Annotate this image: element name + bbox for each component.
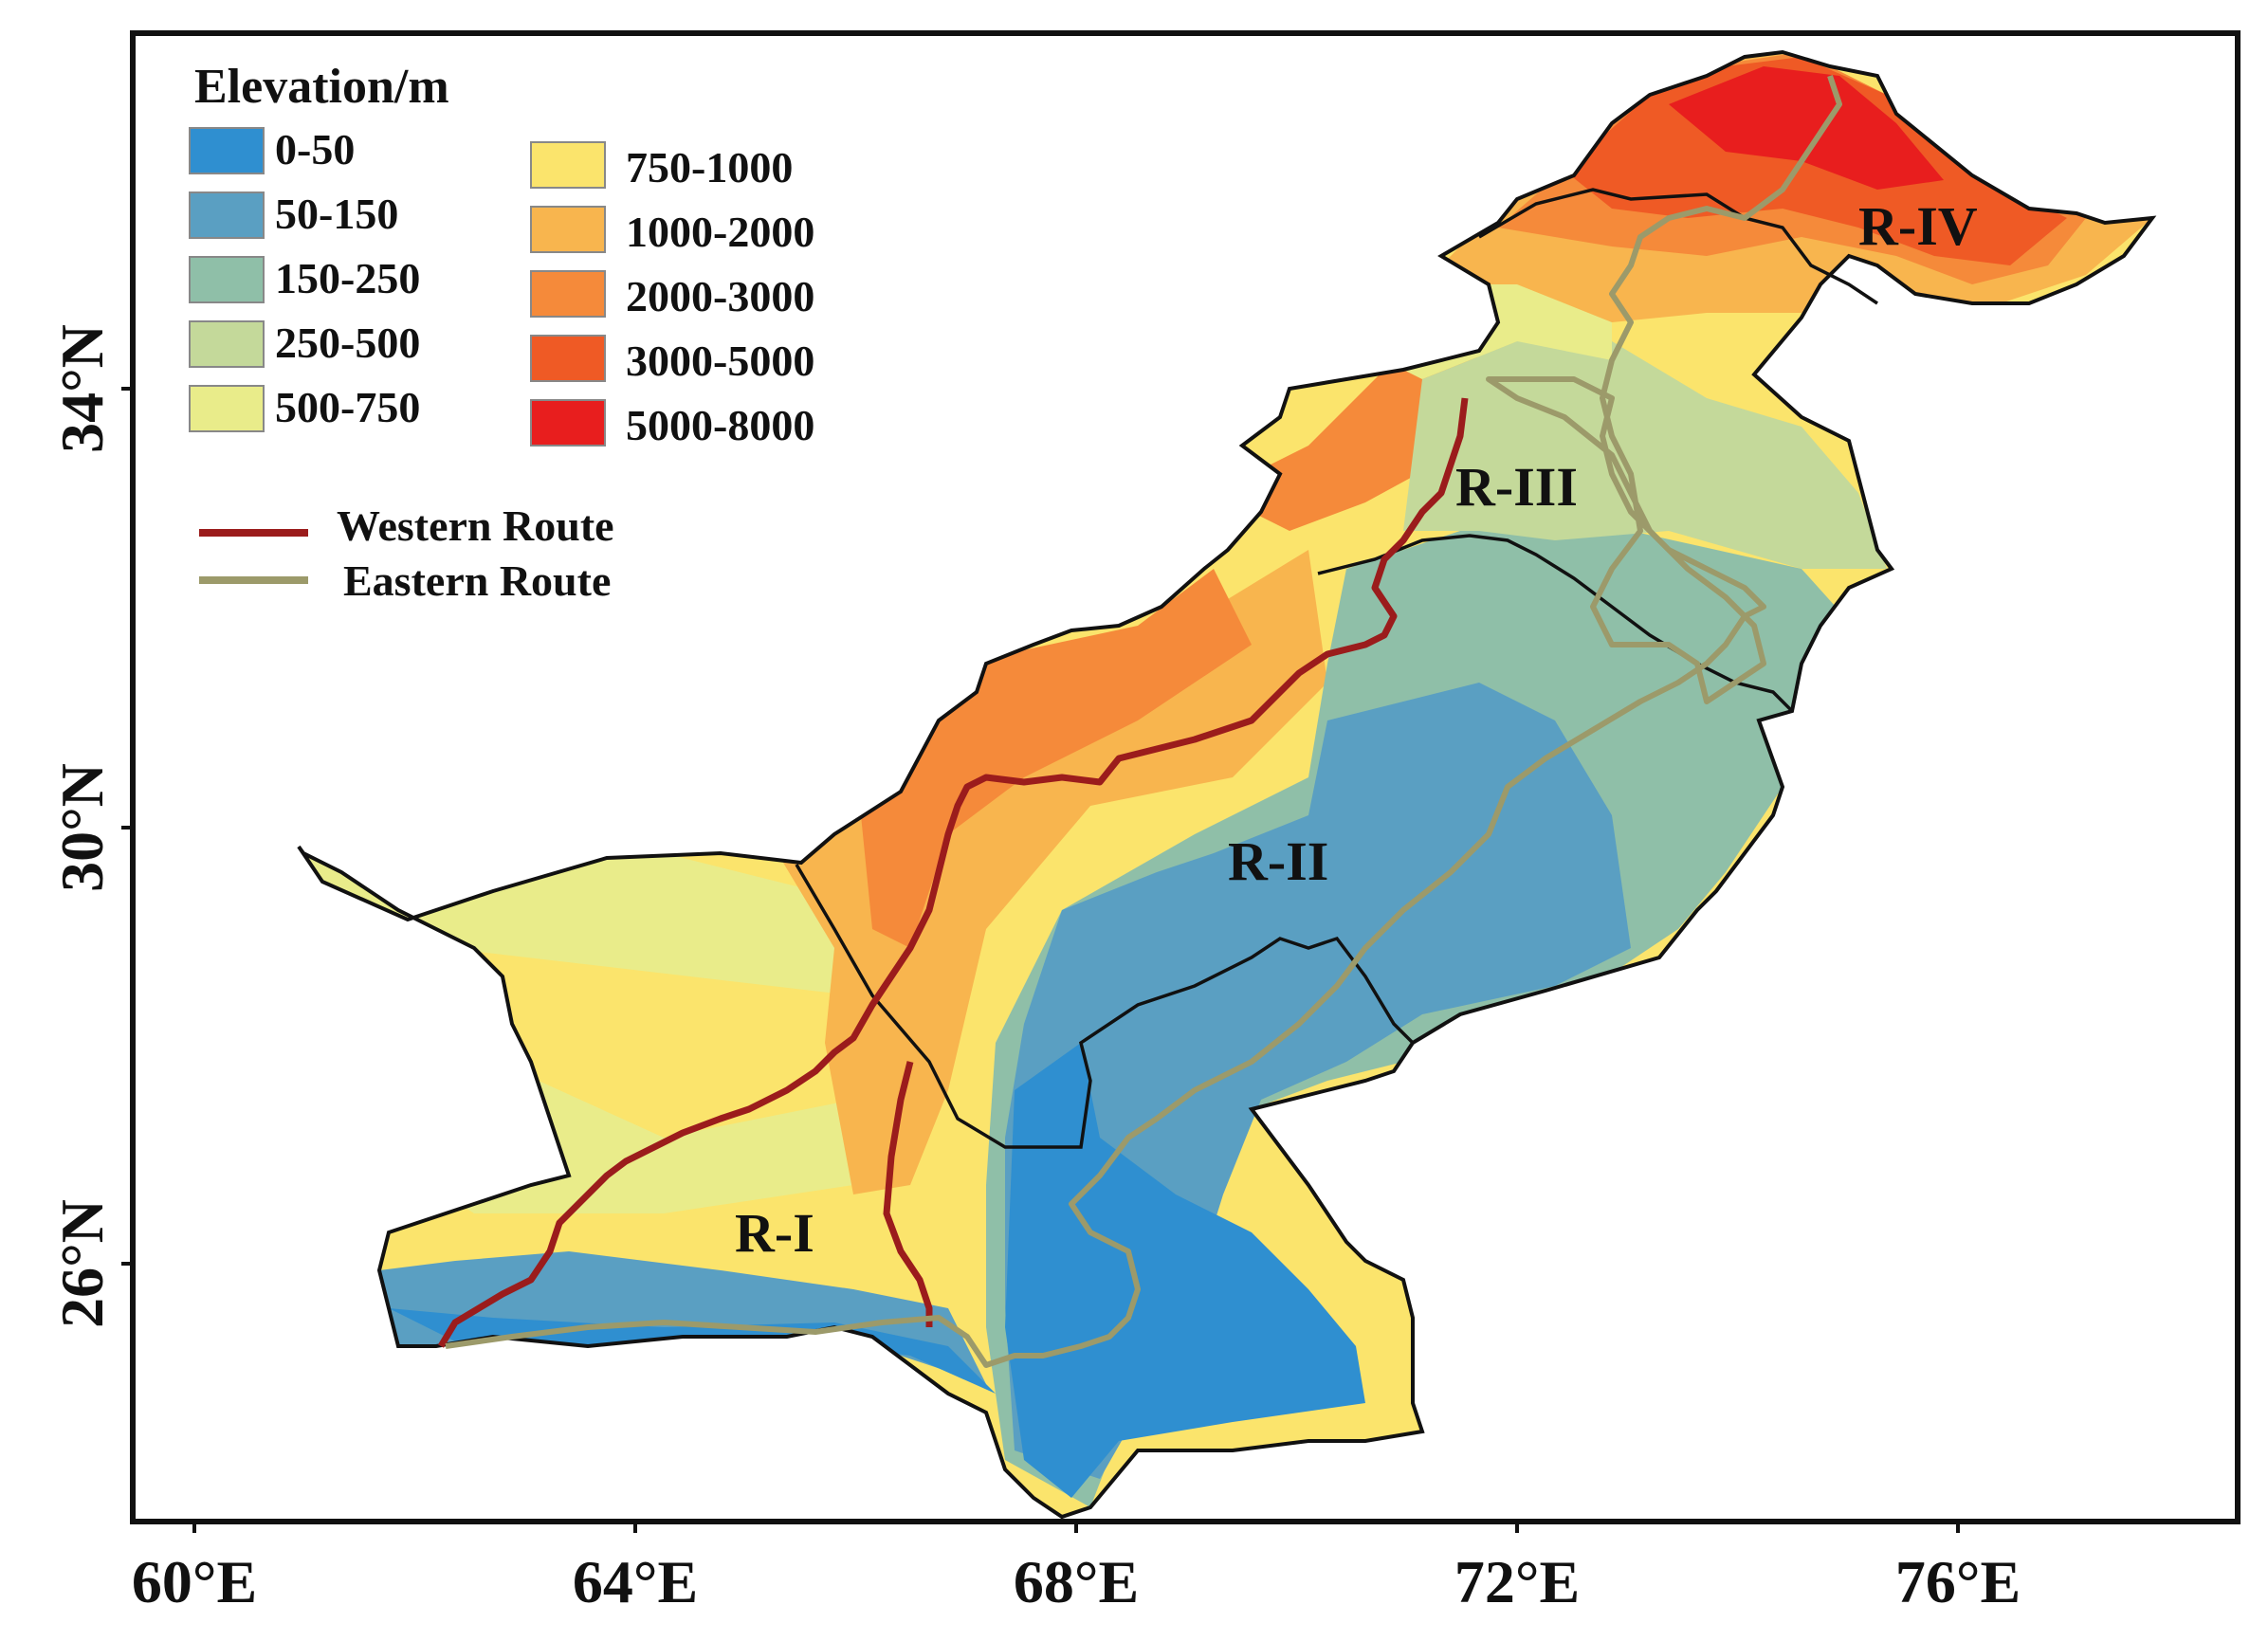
legend-western-route-label: Western Route bbox=[337, 501, 614, 550]
legend-label-9: 5000-8000 bbox=[626, 401, 814, 449]
legend: Elevation/m 0-50 50-150 150-250 250-500 … bbox=[189, 60, 814, 605]
legend-swatch-6 bbox=[530, 206, 606, 253]
legend-label-1: 50-150 bbox=[275, 190, 398, 238]
legend-swatch-9 bbox=[530, 399, 606, 447]
legend-label-0: 0-50 bbox=[275, 125, 355, 173]
legend-label-3: 250-500 bbox=[275, 319, 420, 367]
region-label-r4: R-IV bbox=[1858, 195, 1978, 257]
legend-swatch-0 bbox=[189, 127, 265, 174]
lon-label-76: 76°E bbox=[1895, 1548, 2021, 1615]
eastern-route bbox=[445, 75, 1842, 1368]
legend-swatch-7 bbox=[530, 270, 606, 318]
legend-label-7: 2000-3000 bbox=[626, 272, 814, 320]
band-0-50-lower-indus bbox=[1005, 1043, 1365, 1498]
lon-label-64: 64°E bbox=[573, 1548, 698, 1615]
legend-swatch-3 bbox=[189, 320, 265, 368]
region-label-r3: R-III bbox=[1455, 456, 1578, 518]
band-2000-3000-north-west bbox=[1214, 332, 1479, 531]
legend-swatch-1 bbox=[189, 191, 265, 239]
legend-title: Elevation/m bbox=[194, 60, 449, 114]
legend-label-2: 150-250 bbox=[275, 254, 420, 302]
longitude-axis: 60°E 64°E 68°E 72°E 76°E bbox=[132, 1522, 2021, 1615]
band-5000-8000-north bbox=[1669, 66, 1944, 190]
legend-swatch-2 bbox=[189, 256, 265, 303]
band-50-150-coast bbox=[379, 1251, 986, 1384]
lat-label-34: 34°N bbox=[48, 324, 116, 453]
band-150-250-plains bbox=[986, 531, 1887, 1507]
region-label-r1: R-I bbox=[735, 1202, 814, 1264]
legend-label-5: 750-1000 bbox=[626, 143, 793, 191]
region-label-r2: R-II bbox=[1228, 830, 1328, 892]
legend-swatch-5 bbox=[530, 141, 606, 189]
western-route bbox=[437, 397, 1469, 1348]
legend-swatch-4 bbox=[189, 385, 265, 432]
legend-eastern-route-label: Eastern Route bbox=[343, 556, 611, 605]
western-route-branch bbox=[883, 1061, 933, 1327]
legend-label-6: 1000-2000 bbox=[626, 208, 814, 256]
lat-label-26: 26°N bbox=[48, 1199, 116, 1328]
latitude-axis: 34°N 30°N 26°N bbox=[48, 324, 133, 1328]
band-2000-3000-central bbox=[853, 569, 1252, 948]
boundary-r1-r2 bbox=[795, 864, 1415, 1149]
lon-label-68: 68°E bbox=[1014, 1548, 1139, 1615]
lon-label-60: 60°E bbox=[132, 1548, 257, 1615]
band-1000-2000-central bbox=[777, 550, 1327, 1194]
country-outline bbox=[297, 49, 2157, 1520]
legend-label-8: 3000-5000 bbox=[626, 337, 814, 385]
legend-swatch-8 bbox=[530, 335, 606, 382]
lat-label-30: 30°N bbox=[48, 763, 116, 892]
legend-label-4: 500-750 bbox=[275, 383, 420, 431]
boundary-r3-r4 bbox=[1478, 188, 1878, 305]
lon-label-72: 72°E bbox=[1454, 1548, 1580, 1615]
